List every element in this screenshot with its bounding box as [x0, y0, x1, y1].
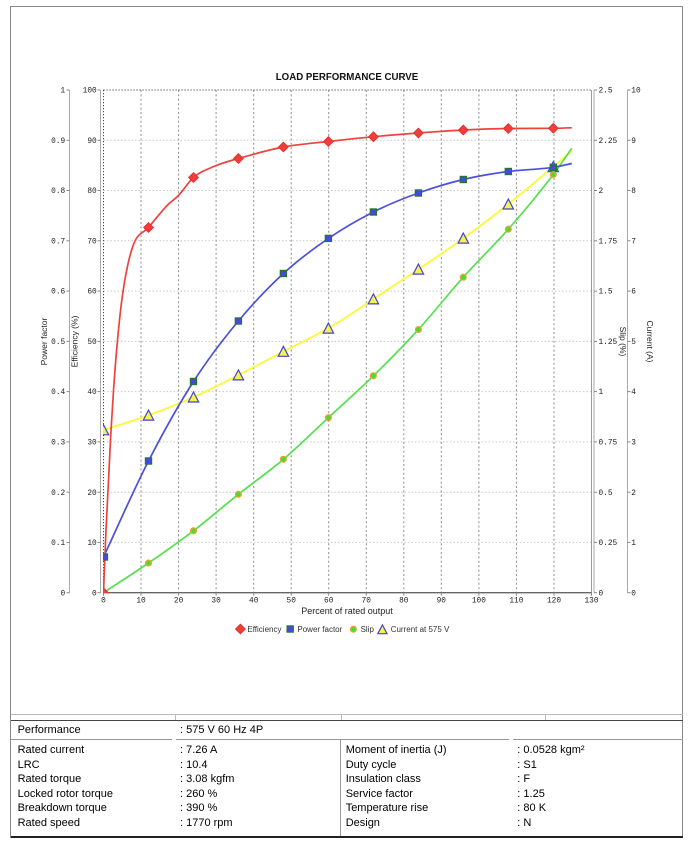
- svg-text:Power factor: Power factor: [297, 625, 342, 634]
- svg-text:Power factor: Power factor: [39, 317, 49, 365]
- svg-text:3: 3: [631, 440, 636, 448]
- svg-text:0.7: 0.7: [51, 238, 65, 246]
- svg-text:50: 50: [87, 339, 97, 347]
- svg-text:110: 110: [509, 598, 523, 606]
- svg-text:0.3: 0.3: [51, 440, 65, 448]
- svg-text:0.5: 0.5: [51, 339, 65, 347]
- svg-text:Current at 575 V: Current at 575 V: [391, 625, 450, 634]
- svg-text:120: 120: [547, 598, 561, 606]
- svg-text:80: 80: [399, 598, 409, 606]
- svg-text:1: 1: [599, 389, 604, 397]
- svg-text:0.5: 0.5: [599, 490, 613, 498]
- svg-text:10: 10: [631, 88, 641, 96]
- svg-text:60: 60: [324, 598, 334, 606]
- svg-text:10: 10: [87, 540, 97, 548]
- svg-text:0: 0: [631, 590, 636, 598]
- svg-text:Slip: Slip: [361, 625, 375, 634]
- svg-text:1.5: 1.5: [599, 289, 613, 297]
- svg-text:1.25: 1.25: [599, 339, 618, 347]
- svg-text:6: 6: [631, 289, 636, 297]
- svg-text:0: 0: [101, 598, 106, 606]
- svg-text:0.8: 0.8: [51, 188, 65, 196]
- svg-text:8: 8: [631, 188, 636, 196]
- svg-text:30: 30: [211, 598, 221, 606]
- svg-text:20: 20: [174, 598, 184, 606]
- svg-text:0.4: 0.4: [51, 389, 65, 397]
- svg-text:130: 130: [584, 598, 598, 606]
- svg-text:5: 5: [631, 339, 636, 347]
- svg-text:40: 40: [249, 598, 259, 606]
- svg-text:4: 4: [631, 389, 636, 397]
- svg-text:90: 90: [87, 138, 97, 146]
- svg-text:1.75: 1.75: [599, 238, 618, 246]
- svg-text:0.6: 0.6: [51, 289, 65, 297]
- svg-text:20: 20: [87, 490, 97, 498]
- svg-text:2: 2: [631, 490, 636, 498]
- svg-text:0.25: 0.25: [599, 540, 618, 548]
- svg-text:80: 80: [87, 188, 97, 196]
- svg-text:100: 100: [83, 88, 97, 96]
- svg-text:60: 60: [87, 289, 97, 297]
- svg-text:100: 100: [472, 598, 486, 606]
- svg-text:1: 1: [631, 540, 636, 548]
- svg-text:2.25: 2.25: [599, 138, 618, 146]
- svg-text:Slip (%): Slip (%): [618, 327, 628, 357]
- svg-text:Current (A): Current (A): [645, 320, 655, 362]
- svg-text:0.2: 0.2: [51, 490, 65, 498]
- svg-text:50: 50: [287, 598, 297, 606]
- svg-text:LOAD PERFORMANCE CURVE: LOAD PERFORMANCE CURVE: [276, 72, 419, 83]
- svg-text:0: 0: [61, 590, 66, 598]
- svg-text:70: 70: [362, 598, 372, 606]
- svg-text:0: 0: [599, 590, 604, 598]
- svg-text:1: 1: [61, 88, 66, 96]
- svg-text:Efficiency (%): Efficiency (%): [70, 315, 80, 367]
- svg-text:0.9: 0.9: [51, 138, 65, 146]
- svg-text:0.75: 0.75: [599, 440, 618, 448]
- svg-text:2: 2: [599, 188, 604, 196]
- svg-text:Percent of rated output: Percent of rated output: [301, 606, 393, 616]
- svg-text:7: 7: [631, 238, 636, 246]
- svg-text:70: 70: [87, 238, 97, 246]
- svg-text:2.5: 2.5: [599, 88, 613, 96]
- svg-text:90: 90: [437, 598, 447, 606]
- svg-text:0: 0: [92, 590, 97, 598]
- svg-text:9: 9: [631, 138, 636, 146]
- svg-text:Efficiency: Efficiency: [247, 625, 281, 634]
- svg-text:0.1: 0.1: [51, 540, 65, 548]
- svg-text:40: 40: [87, 389, 97, 397]
- svg-text:10: 10: [136, 598, 146, 606]
- svg-text:30: 30: [87, 440, 97, 448]
